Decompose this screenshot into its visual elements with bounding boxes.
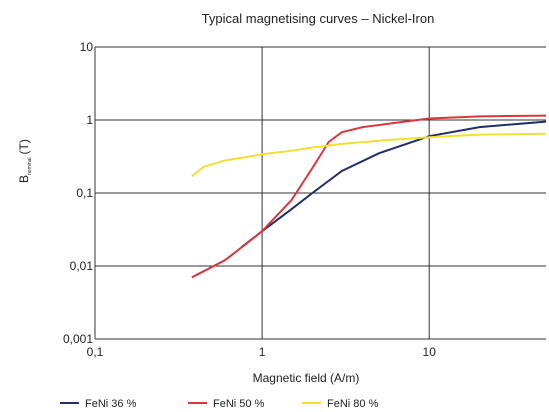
y-tick-label-2: 0,1 bbox=[76, 186, 93, 200]
grid bbox=[94, 46, 546, 340]
y-axis-label-symbol: B bbox=[17, 175, 31, 183]
x-axis-label: Magnetic field (A/m) bbox=[253, 371, 360, 385]
x-tick-label-1: 1 bbox=[259, 345, 266, 359]
svg-text:Bnominal(T): Bnominal (T) bbox=[17, 139, 33, 183]
x-tick-label-2: 10 bbox=[423, 345, 437, 359]
y-tick-label-3: 0,01 bbox=[70, 259, 94, 273]
series-lines bbox=[191, 114, 547, 279]
y-axis-label: Bnominal (T) bbox=[17, 139, 33, 183]
legend-label-2: FeNi 50 % bbox=[213, 398, 265, 410]
y-axis-label-unit: (T) bbox=[17, 139, 31, 154]
y-tick-label-1: 1 bbox=[86, 113, 93, 127]
legend-label-3: FeNi 80 % bbox=[327, 398, 379, 410]
series-line-3 bbox=[191, 132, 547, 177]
legend: FeNi 36 % FeNi 50 % FeNi 80 % bbox=[60, 398, 379, 410]
series-line-2 bbox=[191, 114, 547, 279]
y-axis-label-subscript: nominal bbox=[27, 157, 33, 175]
y-tick-label-0: 10 bbox=[80, 40, 94, 54]
series-line-1 bbox=[240, 120, 547, 249]
y-tick-label-4: 0,001 bbox=[63, 332, 93, 346]
legend-label-1: FeNi 36 % bbox=[85, 398, 137, 410]
chart-title: Typical magnetising curves – Nickel-Iron bbox=[202, 11, 435, 26]
x-tick-label-0: 0,1 bbox=[87, 345, 104, 359]
